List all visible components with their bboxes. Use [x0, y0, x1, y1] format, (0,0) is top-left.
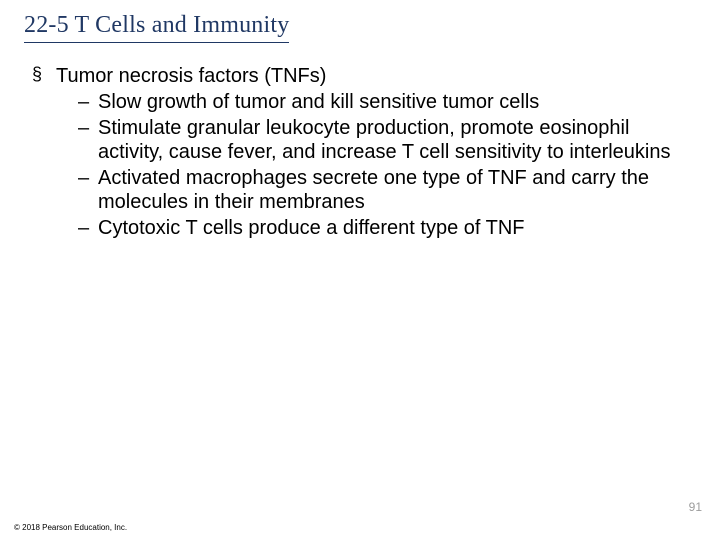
page-number: 91 [689, 500, 702, 514]
level1-text: Tumor necrosis factors (TNFs) [56, 65, 326, 87]
level2-text: Cytotoxic T cells produce a different ty… [98, 217, 525, 239]
level2-text: Stimulate granular leukocyte production,… [98, 117, 671, 163]
bullet-level1: § Tumor necrosis factors (TNFs) [32, 64, 680, 88]
dash-icon: – [78, 90, 89, 114]
dash-icon: – [78, 166, 89, 190]
bullet-level2: – Cytotoxic T cells produce a different … [78, 216, 680, 240]
section-icon: § [32, 64, 42, 86]
dash-icon: – [78, 216, 89, 240]
slide-title: 22-5 T Cells and Immunity [24, 12, 289, 43]
level2-text: Activated macrophages secrete one type o… [98, 167, 649, 213]
slide-body: § Tumor necrosis factors (TNFs) – Slow g… [32, 64, 680, 242]
slide: 22-5 T Cells and Immunity § Tumor necros… [0, 0, 720, 540]
level2-text: Slow growth of tumor and kill sensitive … [98, 91, 539, 113]
level2-group: – Slow growth of tumor and kill sensitiv… [78, 90, 680, 240]
copyright-text: © 2018 Pearson Education, Inc. [14, 523, 127, 532]
dash-icon: – [78, 116, 89, 140]
bullet-level2: – Slow growth of tumor and kill sensitiv… [78, 90, 680, 114]
bullet-level2: – Activated macrophages secrete one type… [78, 166, 680, 214]
bullet-level2: – Stimulate granular leukocyte productio… [78, 116, 680, 164]
